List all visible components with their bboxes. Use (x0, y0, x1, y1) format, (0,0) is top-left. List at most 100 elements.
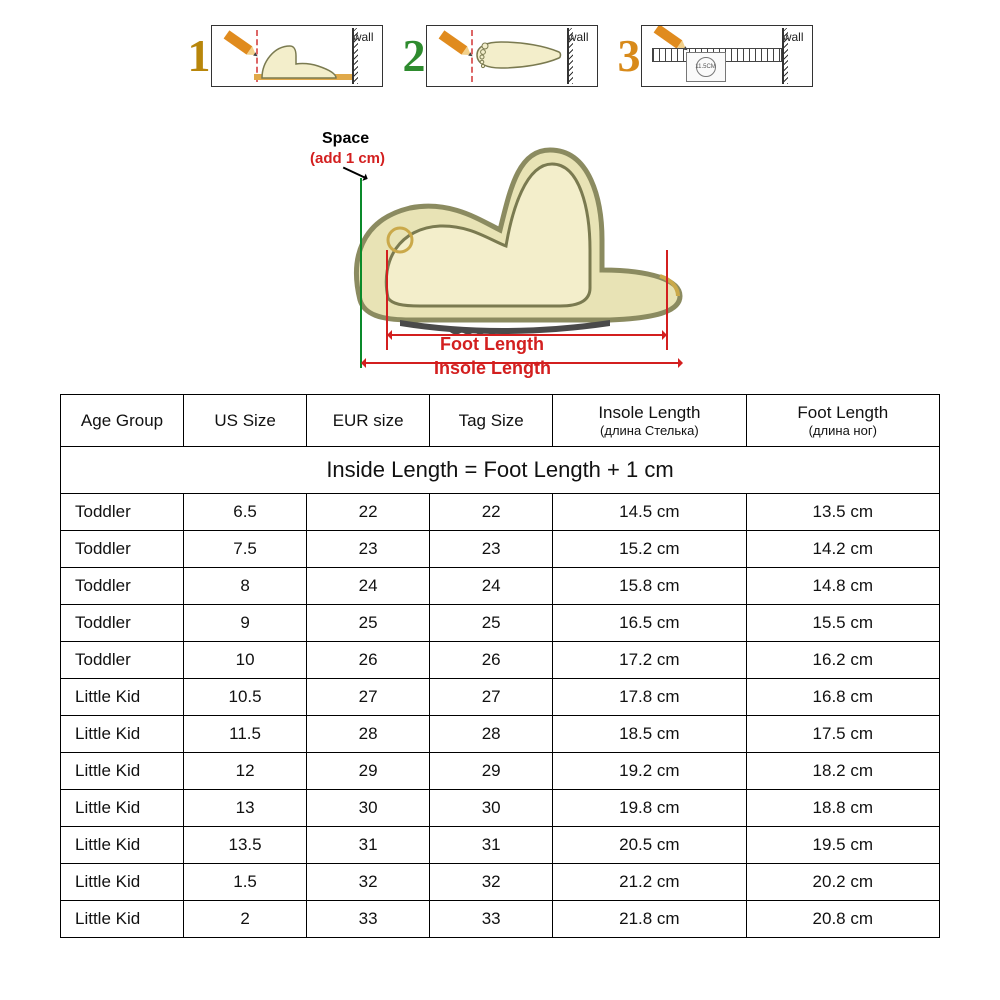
table-row: Little Kid13.5313120.5 cm19.5 cm (61, 827, 940, 864)
table-cell: 19.5 cm (746, 827, 939, 864)
table-cell: 28 (307, 716, 430, 753)
table-cell: 25 (430, 605, 553, 642)
measure-paper-label: 11.5CM (695, 64, 716, 70)
insole-left-guide-icon (360, 178, 362, 368)
table-row: Little Kid13303019.8 cm18.8 cm (61, 790, 940, 827)
table-cell: 26 (430, 642, 553, 679)
table-cell: 20.2 cm (746, 864, 939, 901)
table-row: Toddler7.5232315.2 cm14.2 cm (61, 531, 940, 568)
table-cell: 21.2 cm (553, 864, 746, 901)
table-cell: 6.5 (184, 494, 307, 531)
table-cell: 31 (307, 827, 430, 864)
table-column-header: US Size (184, 395, 307, 447)
table-cell: 10.5 (184, 679, 307, 716)
table-column-header: Tag Size (430, 395, 553, 447)
table-cell: 24 (307, 568, 430, 605)
table-cell: Toddler (61, 531, 184, 568)
size-chart-table: Inside Length = Foot Length + 1 cm Age G… (60, 394, 940, 938)
table-cell: 1.5 (184, 864, 307, 901)
table-cell: Little Kid (61, 679, 184, 716)
table-row: Toddler6.5222214.5 cm13.5 cm (61, 494, 940, 531)
wall-hatch-icon (354, 28, 358, 84)
step-3: 3 wall 11.5CM (618, 25, 813, 87)
table-cell: Little Kid (61, 864, 184, 901)
step-panel: wall 11.5CM (641, 25, 813, 87)
table-cell: 26 (307, 642, 430, 679)
table-cell: Little Kid (61, 827, 184, 864)
table-cell: 25 (307, 605, 430, 642)
table-cell: 17.5 cm (746, 716, 939, 753)
table-cell: 14.8 cm (746, 568, 939, 605)
table-column-header: Insole Length(длина Стелька) (553, 395, 746, 447)
step-panel: wall (211, 25, 383, 87)
table-cell: Toddler (61, 568, 184, 605)
table-cell: 32 (307, 864, 430, 901)
table-cell: 30 (430, 790, 553, 827)
table-cell: 14.5 cm (553, 494, 746, 531)
table-cell: 9 (184, 605, 307, 642)
table-cell: 24 (430, 568, 553, 605)
side-foot-icon (260, 40, 338, 80)
table-cell: 10 (184, 642, 307, 679)
shoe-diagram: Space (add 1 cm) Foot Length Insole Leng… (250, 110, 750, 380)
table-cell: Toddler (61, 494, 184, 531)
wall-hatch-icon (569, 28, 573, 84)
space-label: Space (322, 130, 369, 148)
table-cell: 19.8 cm (553, 790, 746, 827)
table-cell: 31 (430, 827, 553, 864)
table-row: Little Kid10.5272717.8 cm16.8 cm (61, 679, 940, 716)
table-cell: 20.5 cm (553, 827, 746, 864)
step-1: 1 wall (188, 25, 383, 87)
table-cell: 19.2 cm (553, 753, 746, 790)
table-cell: 14.2 cm (746, 531, 939, 568)
table-cell: 27 (307, 679, 430, 716)
table-cell: 32 (430, 864, 553, 901)
table-cell: 15.5 cm (746, 605, 939, 642)
table-row: Toddler10262617.2 cm16.2 cm (61, 642, 940, 679)
table-cell: 22 (307, 494, 430, 531)
table-cell: 33 (430, 901, 553, 938)
table-cell: 12 (184, 753, 307, 790)
table-cell: 29 (307, 753, 430, 790)
table-cell: 18.8 cm (746, 790, 939, 827)
table-cell: Toddler (61, 642, 184, 679)
table-row: Little Kid11.5282818.5 cm17.5 cm (61, 716, 940, 753)
table-row: Little Kid1.5323221.2 cm20.2 cm (61, 864, 940, 901)
table-header-row: Age GroupUS SizeEUR sizeTag SizeInsole L… (61, 395, 940, 447)
table-column-header: Age Group (61, 395, 184, 447)
step-2: 2 wall (403, 25, 598, 87)
table-cell: 16.8 cm (746, 679, 939, 716)
table-cell: 15.2 cm (553, 531, 746, 568)
table-cell: 29 (430, 753, 553, 790)
table-cell: 20.8 cm (746, 901, 939, 938)
table-cell: 15.8 cm (553, 568, 746, 605)
table-cell: Little Kid (61, 790, 184, 827)
measure-paper-icon: 11.5CM (686, 52, 726, 82)
table-cell: 33 (307, 901, 430, 938)
table-cell: 28 (430, 716, 553, 753)
table-cell: 23 (307, 531, 430, 568)
table-cell: 23 (430, 531, 553, 568)
table-cell: 17.8 cm (553, 679, 746, 716)
table-row: Toddler9252516.5 cm15.5 cm (61, 605, 940, 642)
table-cell: 8 (184, 568, 307, 605)
step-number: 1 (188, 33, 211, 79)
table-cell: 16.2 cm (746, 642, 939, 679)
top-foot-icon (473, 38, 563, 72)
table-cell: 18.5 cm (553, 716, 746, 753)
table-row: Toddler8242415.8 cm14.8 cm (61, 568, 940, 605)
table-title: Inside Length = Foot Length + 1 cm (61, 447, 940, 494)
table-cell: 13.5 cm (746, 494, 939, 531)
table-cell: Toddler (61, 605, 184, 642)
table-row: Little Kid12292919.2 cm18.2 cm (61, 753, 940, 790)
table-cell: 22 (430, 494, 553, 531)
table-cell: 18.2 cm (746, 753, 939, 790)
measurement-steps: 1 wall 2 wall (140, 25, 860, 87)
table-cell: 13 (184, 790, 307, 827)
table-cell: 13.5 (184, 827, 307, 864)
step-number: 2 (403, 33, 426, 79)
space-sub-label: (add 1 cm) (310, 150, 385, 167)
table-column-header: Foot Length(длина ног) (746, 395, 939, 447)
table-cell: 30 (307, 790, 430, 827)
table-column-header: EUR size (307, 395, 430, 447)
